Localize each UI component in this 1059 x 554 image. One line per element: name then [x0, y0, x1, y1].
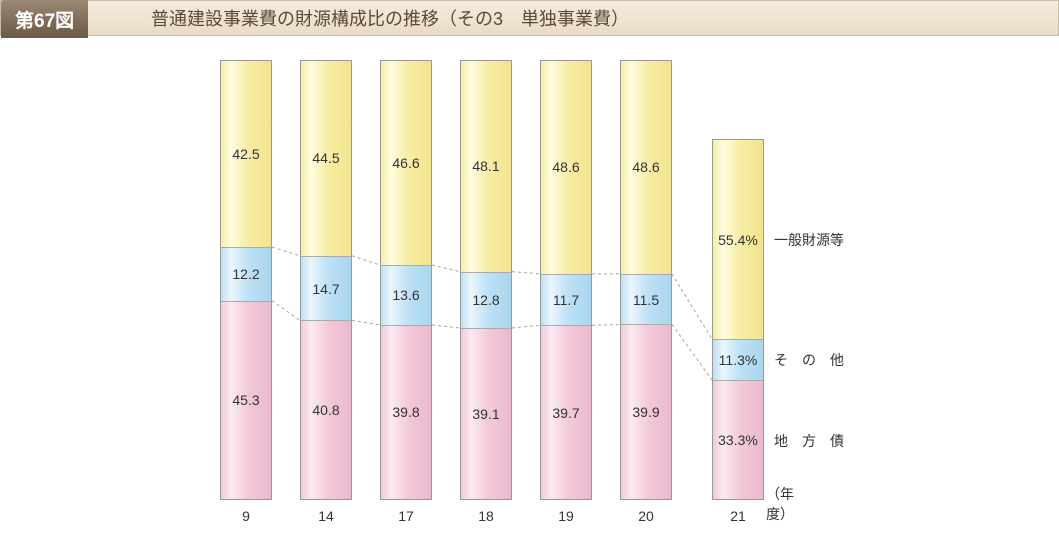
- bar: 45.312.242.5: [220, 60, 272, 500]
- x-axis-label: 9: [220, 508, 272, 524]
- segment-bottom: 39.9: [621, 324, 671, 499]
- segment-top: 42.5: [221, 61, 271, 247]
- figure-number-tab: 第67図: [1, 0, 88, 38]
- segment-top: 46.6: [381, 61, 431, 265]
- segment-middle: 14.7: [301, 256, 351, 320]
- figure-number: 第67図: [15, 6, 74, 33]
- x-axis-label: 21: [712, 508, 764, 524]
- bar: 40.814.744.5: [300, 60, 352, 500]
- bar: 33.3%11.3%55.4%: [712, 139, 764, 500]
- segment-top: 44.5: [301, 61, 351, 256]
- bar: 39.711.748.6: [540, 60, 592, 500]
- bars-area: 45.312.242.5940.814.744.51439.813.646.61…: [220, 60, 780, 500]
- x-axis-label: 14: [300, 508, 352, 524]
- segment-top: 48.1: [461, 61, 511, 272]
- figure-header: 普通建設事業費の財源構成比の推移（その3 単独事業費） 第67図: [0, 0, 1059, 36]
- segment-bottom: 33.3%: [713, 380, 763, 499]
- x-axis-suffix: （年度）: [766, 484, 794, 524]
- x-axis-label: 18: [460, 508, 512, 524]
- segment-middle: 11.5: [621, 274, 671, 324]
- legend-bottom: 地 方 債: [774, 431, 844, 451]
- segment-middle: 12.2: [221, 247, 271, 300]
- segment-top: 55.4%: [713, 140, 763, 339]
- figure-title: 普通建設事業費の財源構成比の推移（その3 単独事業費）: [1, 1, 1058, 35]
- segment-bottom: 39.7: [541, 325, 591, 499]
- segment-bottom: 45.3: [221, 301, 271, 499]
- segment-middle: 13.6: [381, 265, 431, 325]
- x-axis-label: 20: [620, 508, 672, 524]
- segment-bottom: 40.8: [301, 320, 351, 499]
- segment-top: 48.6: [621, 61, 671, 274]
- segment-middle: 11.7: [541, 274, 591, 325]
- legend-middle: そ の 他: [774, 350, 844, 370]
- segment-bottom: 39.8: [381, 325, 431, 499]
- bar: 39.813.646.6: [380, 60, 432, 500]
- figure-container: 普通建設事業費の財源構成比の推移（その3 単独事業費） 第67図 45.312.…: [0, 0, 1059, 554]
- segment-bottom: 39.1: [461, 328, 511, 499]
- segment-middle: 12.8: [461, 272, 511, 328]
- x-axis-label: 19: [540, 508, 592, 524]
- figure-title-text: 普通建設事業費の財源構成比の推移（その3 単独事業費）: [151, 5, 629, 31]
- legend-top: 一般財源等: [774, 230, 844, 250]
- chart-plot: 45.312.242.5940.814.744.51439.813.646.61…: [220, 60, 920, 530]
- bar: 39.112.848.1: [460, 60, 512, 500]
- segment-middle: 11.3%: [713, 339, 763, 380]
- bar: 39.911.548.6: [620, 60, 672, 500]
- x-axis-label: 17: [380, 508, 432, 524]
- segment-top: 48.6: [541, 61, 591, 274]
